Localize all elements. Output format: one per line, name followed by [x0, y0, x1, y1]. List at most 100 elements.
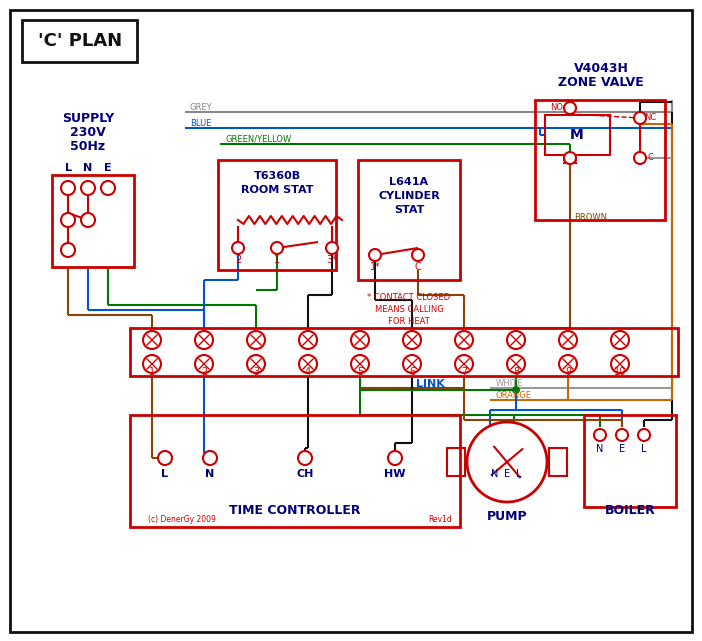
Text: Rev1d: Rev1d	[428, 515, 452, 524]
Text: FOR HEAT: FOR HEAT	[388, 317, 430, 326]
Text: CH: CH	[296, 469, 314, 479]
Text: CYLINDER: CYLINDER	[378, 191, 440, 201]
Text: BOILER: BOILER	[604, 503, 656, 517]
Text: NC: NC	[644, 113, 656, 122]
Text: * CONTACT CLOSED: * CONTACT CLOSED	[367, 294, 451, 303]
Text: L: L	[641, 444, 647, 454]
Text: E: E	[619, 444, 625, 454]
Text: BLUE: BLUE	[190, 119, 211, 128]
Bar	[447, 448, 465, 476]
Text: 7: 7	[461, 367, 467, 377]
Circle shape	[81, 181, 95, 195]
Circle shape	[232, 242, 244, 254]
Text: 1: 1	[274, 255, 280, 265]
Circle shape	[388, 451, 402, 465]
Circle shape	[298, 451, 312, 465]
Circle shape	[611, 331, 629, 349]
Text: 1*: 1*	[369, 262, 380, 272]
Text: L: L	[516, 469, 522, 479]
Text: BROWN: BROWN	[574, 213, 607, 222]
Text: MEANS CALLING: MEANS CALLING	[375, 306, 444, 315]
Text: E: E	[504, 469, 510, 479]
Circle shape	[634, 112, 646, 124]
Text: N: N	[84, 163, 93, 173]
Bar	[358, 160, 460, 280]
Bar	[545, 115, 610, 155]
Text: V4043H: V4043H	[574, 62, 628, 74]
Circle shape	[507, 331, 525, 349]
Circle shape	[564, 102, 576, 114]
Text: C: C	[647, 153, 653, 163]
Text: C: C	[415, 262, 421, 272]
Circle shape	[61, 213, 75, 227]
Text: L641A: L641A	[390, 177, 428, 187]
Text: 9: 9	[565, 367, 571, 377]
Bar	[584, 415, 676, 507]
Text: N: N	[596, 444, 604, 454]
Text: SUPPLY: SUPPLY	[62, 112, 114, 124]
Circle shape	[512, 386, 520, 394]
Text: T6360B: T6360B	[253, 171, 300, 181]
Text: (c) DenerGy 2009: (c) DenerGy 2009	[148, 515, 216, 524]
Circle shape	[61, 243, 75, 257]
Text: 1: 1	[149, 367, 155, 377]
Circle shape	[594, 429, 606, 441]
Text: ZONE VALVE: ZONE VALVE	[558, 76, 644, 88]
Bar	[130, 415, 460, 527]
Circle shape	[143, 355, 161, 373]
Text: HW: HW	[384, 469, 406, 479]
Bar	[535, 100, 665, 220]
Text: 2: 2	[235, 255, 241, 265]
Circle shape	[369, 249, 381, 261]
Circle shape	[101, 181, 115, 195]
Circle shape	[455, 355, 473, 373]
Text: STAT: STAT	[394, 205, 424, 215]
Bar	[22, 20, 137, 62]
Text: ORANGE: ORANGE	[496, 390, 532, 399]
Text: NO: NO	[550, 103, 564, 113]
Circle shape	[616, 429, 628, 441]
Text: 6: 6	[409, 367, 415, 377]
Circle shape	[412, 249, 424, 261]
Text: L: L	[161, 469, 168, 479]
Text: 8: 8	[513, 367, 519, 377]
Circle shape	[467, 422, 547, 502]
Bar	[218, 160, 336, 270]
Circle shape	[351, 331, 369, 349]
Circle shape	[203, 451, 217, 465]
Circle shape	[403, 331, 421, 349]
Circle shape	[403, 355, 421, 373]
Text: N: N	[206, 469, 215, 479]
Circle shape	[559, 355, 577, 373]
Circle shape	[564, 152, 576, 164]
Text: PUMP: PUMP	[486, 510, 527, 524]
Circle shape	[559, 331, 577, 349]
Circle shape	[507, 355, 525, 373]
Text: 10: 10	[614, 367, 626, 377]
Text: GREY: GREY	[190, 103, 213, 112]
Circle shape	[195, 355, 213, 373]
Circle shape	[81, 213, 95, 227]
Bar	[549, 448, 567, 476]
Circle shape	[634, 152, 646, 164]
Text: ROOM STAT: ROOM STAT	[241, 185, 313, 195]
Text: E: E	[104, 163, 112, 173]
Circle shape	[143, 331, 161, 349]
Text: 230V: 230V	[70, 126, 106, 138]
Text: M: M	[570, 128, 584, 142]
Circle shape	[247, 355, 265, 373]
Circle shape	[158, 451, 172, 465]
Bar	[52, 175, 134, 267]
Text: N: N	[491, 469, 498, 479]
Text: TIME CONTROLLER: TIME CONTROLLER	[230, 503, 361, 517]
Circle shape	[247, 331, 265, 349]
Text: 2: 2	[201, 367, 207, 377]
Circle shape	[299, 355, 317, 373]
Text: WHITE: WHITE	[496, 378, 524, 388]
Circle shape	[611, 355, 629, 373]
Text: L: L	[65, 163, 72, 173]
Circle shape	[271, 242, 283, 254]
Circle shape	[455, 331, 473, 349]
Bar	[130, 328, 678, 376]
Text: LINK: LINK	[416, 379, 444, 389]
